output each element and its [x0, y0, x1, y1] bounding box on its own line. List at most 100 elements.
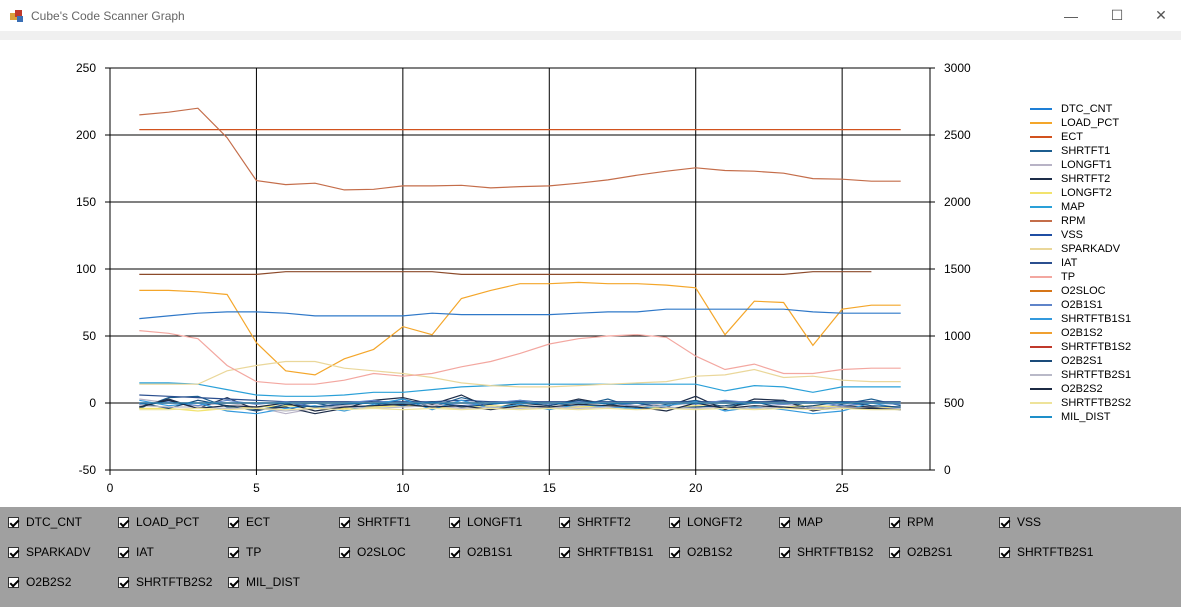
legend-swatch: [1030, 388, 1052, 390]
window-title: Cube's Code Scanner Graph: [31, 9, 185, 23]
checkbox-label: RPM: [907, 515, 934, 529]
checkbox-checked-icon[interactable]: [8, 516, 19, 528]
legend-label: O2B2S2: [1061, 383, 1103, 395]
series-line-map: [139, 382, 901, 397]
checkbox-checked-icon[interactable]: [228, 546, 239, 558]
legend-item: DTC_CNT: [1030, 102, 1131, 116]
checkbox-rpm[interactable]: RPM: [889, 514, 934, 530]
checkbox-o2b1s1[interactable]: O2B1S1: [449, 544, 512, 560]
checkbox-longft1[interactable]: LONGFT1: [449, 514, 522, 530]
checkbox-checked-icon[interactable]: [669, 516, 680, 528]
legend-swatch: [1030, 304, 1052, 306]
checkbox-checked-icon[interactable]: [779, 546, 790, 558]
legend-label: LONGFT1: [1061, 159, 1112, 171]
x-tick-label: 5: [253, 481, 260, 495]
legend-item: LONGFT2: [1030, 186, 1131, 200]
checkbox-vss[interactable]: VSS: [999, 514, 1041, 530]
legend-swatch: [1030, 248, 1052, 250]
legend-label: SHRTFTB2S1: [1061, 369, 1132, 381]
line-chart: 0 5 10 15 20 25-50050100150200250050010001500…: [76, 61, 971, 495]
app-icon: [10, 10, 23, 22]
checkbox-o2b2s2[interactable]: O2B2S2: [8, 574, 71, 590]
checkbox-shrtftb2s1[interactable]: SHRTFTB2S1: [999, 544, 1093, 560]
legend-label: MAP: [1061, 201, 1085, 213]
legend-swatch: [1030, 346, 1052, 348]
legend-swatch: [1030, 136, 1052, 138]
checkbox-label: O2B2S1: [907, 545, 953, 559]
checkbox-checked-icon[interactable]: [999, 546, 1010, 558]
checkbox-o2sloc[interactable]: O2SLOC: [339, 544, 406, 560]
checkbox-checked-icon[interactable]: [449, 546, 460, 558]
checkbox-checked-icon[interactable]: [8, 576, 19, 588]
checkbox-shrtftb1s2[interactable]: SHRTFTB1S2: [779, 544, 873, 560]
checkbox-checked-icon[interactable]: [779, 516, 790, 528]
checkbox-shrtft1[interactable]: SHRTFT1: [339, 514, 411, 530]
checkbox-sparkadv[interactable]: SPARKADV: [8, 544, 90, 560]
legend-swatch: [1030, 416, 1052, 418]
checkbox-label: LONGFT1: [467, 515, 523, 529]
checkbox-checked-icon[interactable]: [8, 546, 19, 558]
legend-label: SHRTFTB1S2: [1061, 341, 1132, 353]
legend-item: O2B1S2: [1030, 326, 1131, 340]
checkbox-o2b2s1[interactable]: O2B2S1: [889, 544, 952, 560]
checkbox-checked-icon[interactable]: [118, 576, 129, 588]
checkbox-map[interactable]: MAP: [779, 514, 823, 530]
legend-swatch: [1030, 262, 1052, 264]
y-right-tick-label: 3000: [944, 61, 971, 75]
checkbox-ect[interactable]: ECT: [228, 514, 270, 530]
legend-label: ECT: [1061, 131, 1083, 143]
legend-swatch: [1030, 192, 1052, 194]
checkbox-label: MAP: [797, 515, 824, 529]
checkbox-checked-icon[interactable]: [669, 546, 680, 558]
checkbox-label: ECT: [246, 515, 270, 529]
checkbox-tp[interactable]: TP: [228, 544, 261, 560]
checkbox-longft2[interactable]: LONGFT2: [669, 514, 742, 530]
checkbox-checked-icon[interactable]: [889, 516, 900, 528]
y-right-tick-label: 500: [944, 396, 964, 410]
checkbox-mil-dist[interactable]: MIL_DIST: [228, 574, 300, 590]
checkbox-checked-icon[interactable]: [889, 546, 900, 558]
checkbox-shrtftb1s1[interactable]: SHRTFTB1S1: [559, 544, 653, 560]
checkbox-label: O2B1S2: [687, 545, 733, 559]
y-left-tick-label: 0: [89, 396, 96, 410]
checkbox-label: O2B2S2: [26, 575, 72, 589]
checkbox-dtc-cnt[interactable]: DTC_CNT: [8, 514, 82, 530]
checkbox-checked-icon[interactable]: [228, 576, 239, 588]
checkbox-shrtftb2s2[interactable]: SHRTFTB2S2: [118, 574, 212, 590]
checkbox-checked-icon[interactable]: [449, 516, 460, 528]
checkbox-checked-icon[interactable]: [339, 516, 350, 528]
legend-item: LOAD_PCT: [1030, 116, 1131, 130]
checkbox-load-pct[interactable]: LOAD_PCT: [118, 514, 199, 530]
legend-label: DTC_CNT: [1061, 103, 1113, 115]
checkbox-label: SPARKADV: [26, 545, 91, 559]
checkbox-o2b1s2[interactable]: O2B1S2: [669, 544, 732, 560]
legend-label: MIL_DIST: [1061, 411, 1111, 423]
checkbox-checked-icon[interactable]: [339, 546, 350, 558]
legend-label: O2B1S1: [1061, 299, 1103, 311]
legend-label: LONGFT2: [1061, 187, 1112, 199]
checkbox-checked-icon[interactable]: [118, 516, 129, 528]
checkbox-checked-icon[interactable]: [228, 516, 239, 528]
x-tick-label: 25: [835, 481, 849, 495]
legend-item: O2B2S2: [1030, 382, 1131, 396]
checkbox-checked-icon[interactable]: [118, 546, 129, 558]
legend-label: SHRTFTB2S2: [1061, 397, 1132, 409]
checkbox-checked-icon[interactable]: [559, 546, 570, 558]
checkbox-label: SHRTFT2: [577, 515, 631, 529]
checkbox-checked-icon[interactable]: [999, 516, 1010, 528]
maximize-button[interactable]: ☐: [1110, 7, 1124, 23]
legend-label: LOAD_PCT: [1061, 117, 1120, 129]
checkbox-iat[interactable]: IAT: [118, 544, 154, 560]
checkbox-checked-icon[interactable]: [559, 516, 570, 528]
checkbox-shrtft2[interactable]: SHRTFT2: [559, 514, 631, 530]
x-tick-label: 20: [689, 481, 703, 495]
close-button[interactable]: ✕: [1155, 7, 1167, 23]
minimize-button[interactable]: —: [1064, 7, 1078, 24]
y-left-tick-label: 200: [76, 128, 96, 142]
y-right-tick-label: 2000: [944, 195, 971, 209]
legend-label: IAT: [1061, 257, 1078, 269]
series-line: [139, 271, 872, 275]
legend-swatch: [1030, 360, 1052, 362]
legend-swatch: [1030, 318, 1052, 320]
legend-swatch: [1030, 122, 1052, 124]
